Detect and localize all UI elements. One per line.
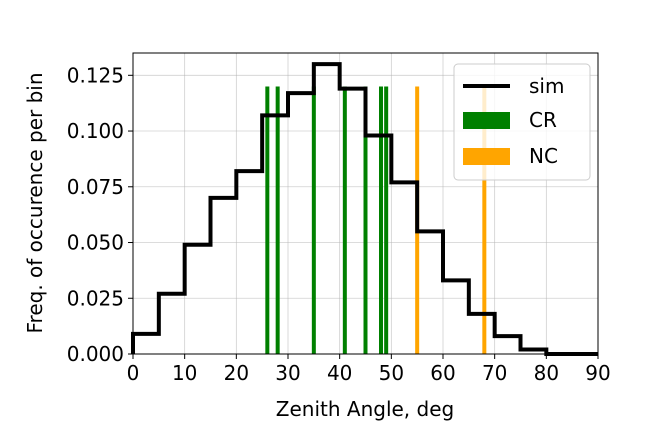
sim-histogram-line bbox=[131, 62, 598, 356]
y-tick-label: 0.100 bbox=[67, 119, 124, 143]
y-tick-label: 0.125 bbox=[67, 63, 124, 87]
y-tick-label: 0.000 bbox=[67, 342, 124, 366]
x-tick-label: 50 bbox=[379, 361, 404, 385]
x-tick-label: 10 bbox=[172, 361, 197, 385]
x-tick-label: 30 bbox=[275, 361, 300, 385]
x-axis-label: Zenith Angle, deg bbox=[276, 397, 454, 421]
legend-cr-label: CR bbox=[529, 108, 557, 132]
legend-nc-label: NC bbox=[529, 144, 558, 168]
legend: sim CR NC bbox=[453, 63, 591, 181]
cr-lines-layer bbox=[265, 86, 389, 354]
plot-frame bbox=[132, 52, 599, 355]
y-tick-label: 0.025 bbox=[67, 286, 124, 310]
x-tick-label: 70 bbox=[482, 361, 507, 385]
x-axis-ticks: 0 10 20 30 40 50 60 70 80 90 bbox=[127, 354, 611, 385]
y-axis-label: Freq. of occurence per bin bbox=[23, 72, 47, 333]
y-tick-label: 0.050 bbox=[67, 231, 124, 255]
y-axis-ticks: 0.000 0.025 0.050 0.075 0.100 0.125 bbox=[67, 63, 133, 366]
x-tick-label: 60 bbox=[430, 361, 455, 385]
x-tick-label: 0 bbox=[127, 361, 140, 385]
x-tick-label: 40 bbox=[327, 361, 352, 385]
y-tick-label: 0.075 bbox=[67, 175, 124, 199]
legend-sim-label: sim bbox=[529, 74, 564, 98]
x-tick-label: 80 bbox=[534, 361, 559, 385]
x-tick-label: 20 bbox=[224, 361, 249, 385]
sim-histogram-layer bbox=[131, 62, 598, 356]
legend-cr-swatch bbox=[463, 112, 510, 129]
legend-nc-swatch bbox=[463, 148, 510, 165]
x-tick-label: 90 bbox=[585, 361, 610, 385]
